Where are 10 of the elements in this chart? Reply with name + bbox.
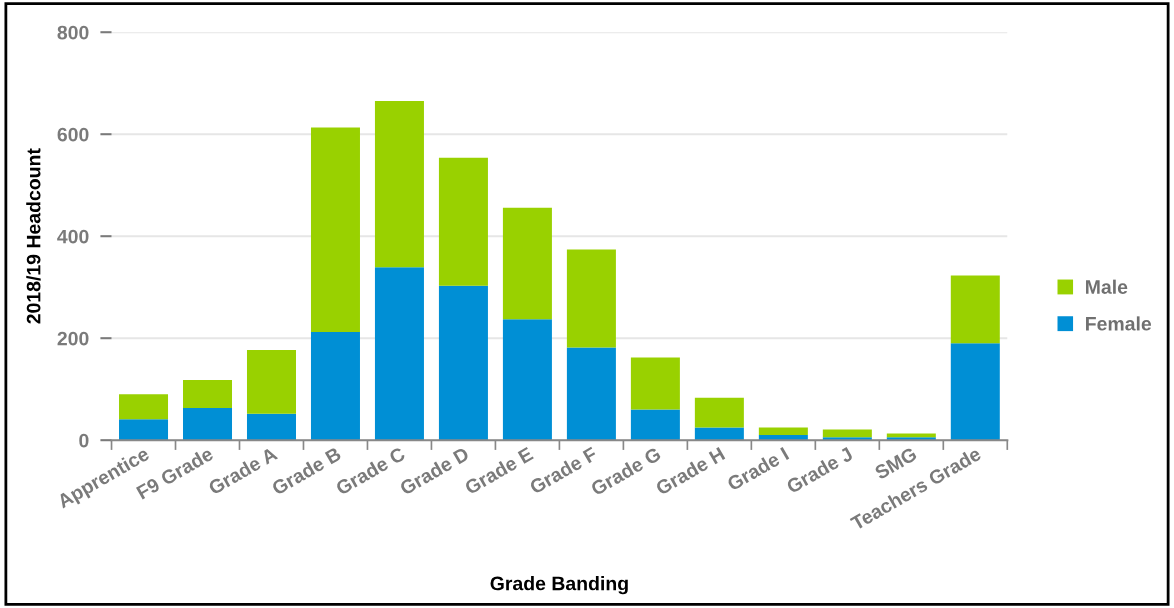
y-tick-label: 0 xyxy=(79,433,89,448)
legend-label: Male xyxy=(1086,279,1128,294)
y-tick-label: 400 xyxy=(57,229,89,244)
x-tick-label: SMG xyxy=(873,446,918,480)
y-tick-label: 800 xyxy=(57,25,89,40)
y-axis-title: 2018/19 Headcount xyxy=(26,148,41,324)
x-axis-title: Grade Banding xyxy=(490,576,628,595)
y-tick-label: 600 xyxy=(57,127,89,142)
legend-label: Female xyxy=(1086,316,1152,331)
y-tick-label: 200 xyxy=(57,331,89,346)
